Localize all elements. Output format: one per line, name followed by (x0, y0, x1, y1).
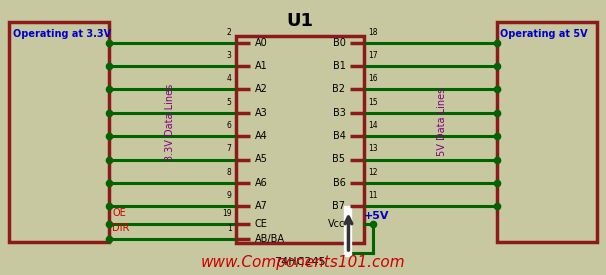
Text: www.Components101.com: www.Components101.com (201, 254, 405, 270)
Text: 19: 19 (222, 209, 231, 218)
Text: B1: B1 (333, 61, 345, 71)
Text: 18: 18 (368, 28, 378, 37)
Text: 5V Data Lines: 5V Data Lines (438, 88, 447, 156)
Text: +5V: +5V (364, 211, 389, 221)
Text: A4: A4 (255, 131, 267, 141)
Text: 9: 9 (227, 191, 231, 200)
Text: 74HC245: 74HC245 (274, 257, 326, 267)
Text: A3: A3 (255, 108, 267, 118)
Text: Operating at 5V: Operating at 5V (500, 29, 588, 39)
Text: B5: B5 (333, 155, 345, 164)
Bar (236, 36, 364, 243)
Text: 14: 14 (368, 121, 378, 130)
Text: 15: 15 (368, 98, 378, 107)
Text: A0: A0 (255, 38, 267, 48)
Text: B3: B3 (333, 108, 345, 118)
Text: B4: B4 (333, 131, 345, 141)
Text: DIR: DIR (112, 223, 130, 233)
Text: 4: 4 (227, 74, 231, 83)
Text: 5: 5 (227, 98, 231, 107)
Text: U1: U1 (287, 12, 313, 30)
Text: 2: 2 (227, 28, 231, 37)
Text: 11: 11 (368, 191, 378, 200)
Text: 6: 6 (227, 121, 231, 130)
Text: Operating at 3.3V: Operating at 3.3V (13, 29, 112, 39)
Text: 17: 17 (368, 51, 378, 60)
Text: 16: 16 (368, 74, 378, 83)
Text: A5: A5 (255, 155, 267, 164)
Text: A7: A7 (255, 201, 267, 211)
Text: 8: 8 (227, 168, 231, 177)
Text: OE: OE (112, 208, 126, 218)
Text: A6: A6 (255, 178, 267, 188)
Text: B7: B7 (333, 201, 345, 211)
Text: B0: B0 (333, 38, 345, 48)
Text: 12: 12 (368, 168, 378, 177)
Text: A1: A1 (255, 61, 267, 71)
Bar (9, 22, 109, 242)
Text: A2: A2 (255, 84, 267, 94)
Text: 1: 1 (227, 224, 231, 233)
Text: 7: 7 (227, 144, 231, 153)
Text: B2: B2 (333, 84, 345, 94)
Text: CE: CE (255, 219, 267, 229)
Text: 3: 3 (227, 51, 231, 60)
Text: AB/BA: AB/BA (255, 234, 285, 244)
Bar (497, 22, 597, 242)
Text: 13: 13 (368, 144, 378, 153)
Text: B6: B6 (333, 178, 345, 188)
Text: Vcc: Vcc (328, 219, 345, 229)
Text: 3.3V Data Lines: 3.3V Data Lines (165, 84, 175, 161)
